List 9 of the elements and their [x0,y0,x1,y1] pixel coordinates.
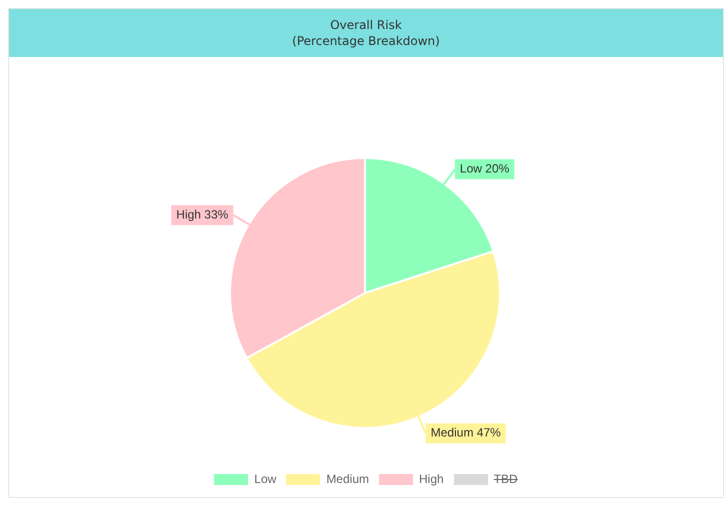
chart-subtitle: (Percentage Breakdown) [291,33,441,49]
data-label: Low 20% [460,162,510,176]
legend-label: Medium [326,472,369,486]
data-label: High 33% [176,207,229,222]
legend-label: TBD [494,472,518,486]
legend-label: High [419,472,444,486]
chart-title: Overall Risk [329,17,403,33]
legend-label: Low [254,472,276,486]
data-label: Medium 47% [430,426,502,440]
